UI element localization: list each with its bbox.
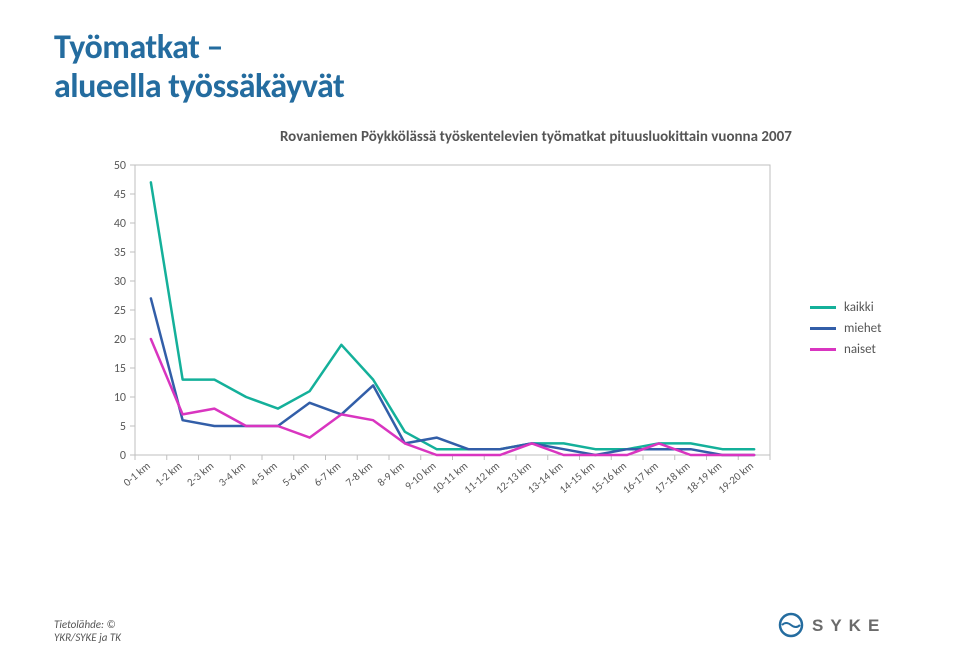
svg-text:7-8 km: 7-8 km xyxy=(343,459,375,489)
svg-text:5-6 km: 5-6 km xyxy=(280,459,312,489)
svg-text:45: 45 xyxy=(114,188,126,202)
chart-legend: kaikki miehet naiset xyxy=(810,300,881,363)
legend-swatch-kaikki xyxy=(810,306,836,309)
svg-text:15: 15 xyxy=(114,362,126,376)
logo-text: SYKE xyxy=(812,616,886,635)
legend-item-miehet: miehet xyxy=(810,321,881,336)
svg-text:35: 35 xyxy=(114,246,126,260)
svg-text:5: 5 xyxy=(120,420,126,434)
chart-subtitle: Rovaniemen Pöykkölässä työskentelevien t… xyxy=(280,128,792,146)
title-line-2: alueella työssäkäyvät xyxy=(54,66,344,107)
svg-text:2-3 km: 2-3 km xyxy=(184,459,216,489)
svg-text:19-20 km: 19-20 km xyxy=(716,459,757,496)
svg-text:4-5 km: 4-5 km xyxy=(248,459,280,489)
svg-text:40: 40 xyxy=(114,217,126,231)
svg-text:3-4 km: 3-4 km xyxy=(216,459,248,489)
legend-label-miehet: miehet xyxy=(844,321,881,336)
svg-text:30: 30 xyxy=(114,275,126,289)
footer-line-1: Tietolähde: © xyxy=(54,618,116,631)
svg-text:20: 20 xyxy=(114,333,126,347)
legend-label-kaikki: kaikki xyxy=(844,300,874,315)
footer-line-2: YKR/SYKE ja TK xyxy=(54,631,121,644)
line-chart: 0 5 10 15 20 25 30 35 40 45 50 0-1 km1-2 km2-3 km3-… xyxy=(100,155,780,525)
legend-swatch-miehet xyxy=(810,327,836,330)
legend-item-naiset: naiset xyxy=(810,342,881,357)
svg-text:0: 0 xyxy=(120,449,126,463)
legend-item-kaikki: kaikki xyxy=(810,300,881,315)
svg-text:1-2 km: 1-2 km xyxy=(153,459,185,489)
svg-text:6-7 km: 6-7 km xyxy=(311,459,343,489)
svg-text:8-9 km: 8-9 km xyxy=(375,459,407,489)
svg-text:0-1 km: 0-1 km xyxy=(121,459,153,489)
page-root: Työmatkat – alueella työssäkäyvät Rovani… xyxy=(0,0,960,667)
page-title: Työmatkat – alueella työssäkäyvät xyxy=(54,28,344,106)
svg-text:25: 25 xyxy=(114,304,126,318)
chart-svg: 0 5 10 15 20 25 30 35 40 45 50 0-1 km1-2 km2-3 km3-… xyxy=(100,155,780,525)
data-source: Tietolähde: © YKR/SYKE ja TK xyxy=(54,618,121,646)
svg-text:10: 10 xyxy=(114,391,126,405)
legend-label-naiset: naiset xyxy=(844,342,876,357)
title-line-1: Työmatkat – xyxy=(54,27,223,68)
syke-logo: SYKE xyxy=(776,610,906,645)
legend-swatch-naiset xyxy=(810,348,836,351)
svg-text:50: 50 xyxy=(114,159,126,173)
